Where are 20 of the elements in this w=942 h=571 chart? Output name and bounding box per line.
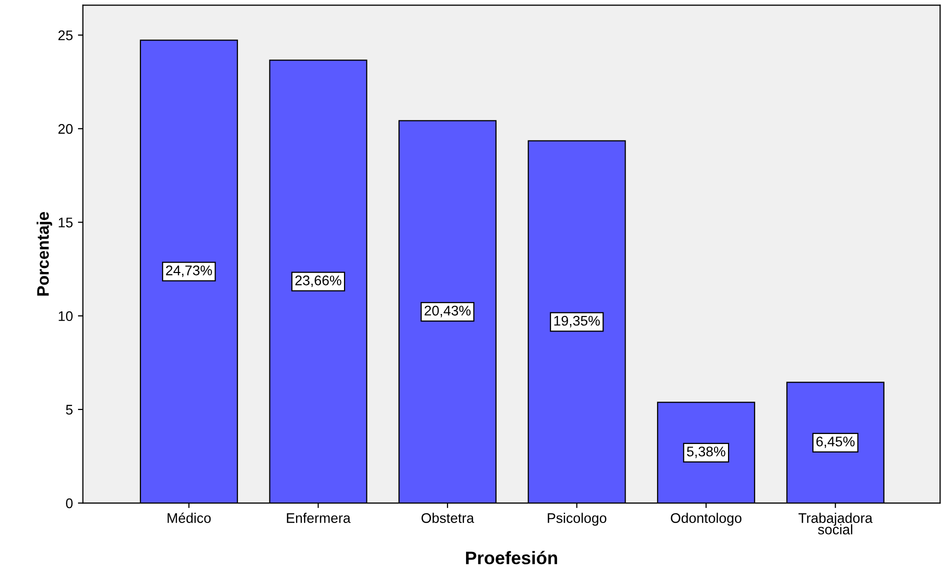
x-tick-label: Obstetra [422, 512, 474, 523]
data-label: 6,45% [816, 436, 855, 448]
x-axis-title: Proefesión [466, 550, 558, 564]
y-tick-label: 0 [66, 498, 73, 508]
y-axis-title: Porcentaje [36, 212, 52, 296]
x-tick-label: Trabajadora social [798, 512, 873, 534]
data-label: 19,35% [554, 316, 600, 328]
y-tick-label: 25 [58, 30, 73, 40]
y-tick-label: 15 [58, 218, 73, 228]
data-label: 20,43% [424, 306, 471, 318]
data-label: 23,66% [295, 276, 342, 287]
x-tick-label: Odontologo [670, 512, 742, 526]
x-tick-label: Psicologo [548, 512, 606, 526]
x-tick-label: Enfermera [286, 512, 351, 523]
y-tick-label: 20 [58, 124, 73, 134]
data-label: 24,73% [166, 265, 212, 277]
x-tick-label: Médico [168, 512, 211, 523]
data-label: 5,38% [686, 446, 726, 458]
y-tick-label: 5 [66, 404, 73, 415]
y-tick-label: 10 [58, 311, 73, 322]
